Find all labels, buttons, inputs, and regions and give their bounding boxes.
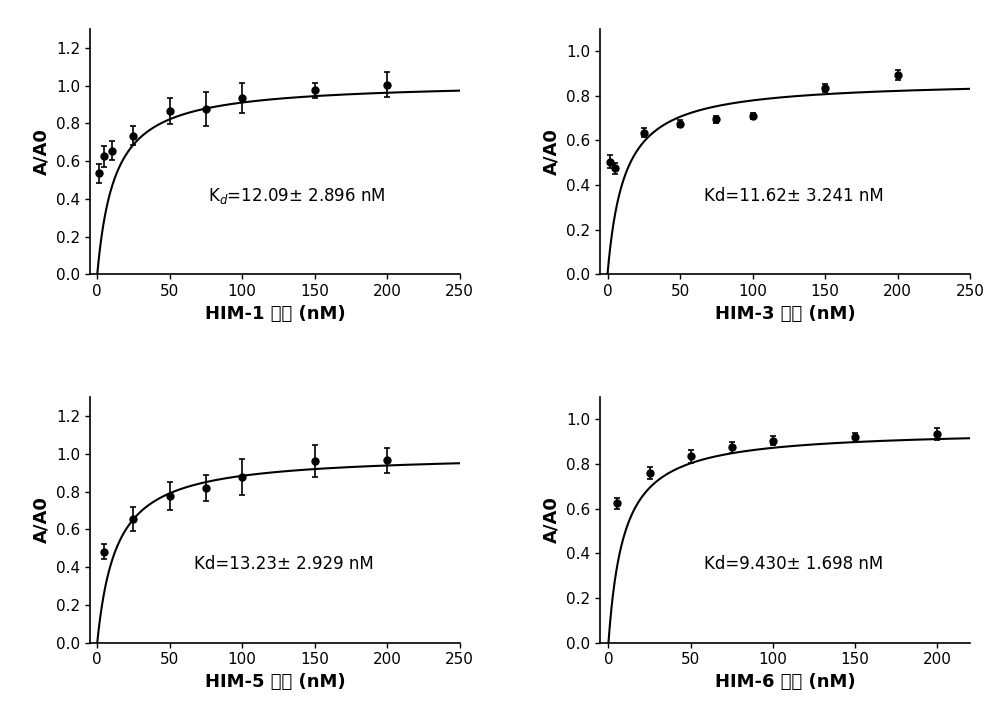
Text: K$_d$=12.09± 2.896 nM: K$_d$=12.09± 2.896 nM bbox=[208, 186, 386, 206]
Y-axis label: A/A0: A/A0 bbox=[543, 497, 561, 543]
Text: Kd=11.62± 3.241 nM: Kd=11.62± 3.241 nM bbox=[704, 187, 884, 205]
Y-axis label: A/A0: A/A0 bbox=[32, 129, 50, 175]
Y-axis label: A/A0: A/A0 bbox=[32, 497, 50, 543]
X-axis label: HIM-6 浓度 (nM): HIM-6 浓度 (nM) bbox=[715, 673, 855, 691]
X-axis label: HIM-3 浓度 (nM): HIM-3 浓度 (nM) bbox=[715, 305, 855, 323]
Text: Kd=9.430± 1.698 nM: Kd=9.430± 1.698 nM bbox=[704, 555, 883, 573]
X-axis label: HIM-5 浓度 (nM): HIM-5 浓度 (nM) bbox=[205, 673, 345, 691]
Y-axis label: A/A0: A/A0 bbox=[543, 129, 561, 175]
Text: Kd=13.23± 2.929 nM: Kd=13.23± 2.929 nM bbox=[194, 555, 373, 573]
X-axis label: HIM-1 浓度 (nM): HIM-1 浓度 (nM) bbox=[205, 305, 345, 323]
